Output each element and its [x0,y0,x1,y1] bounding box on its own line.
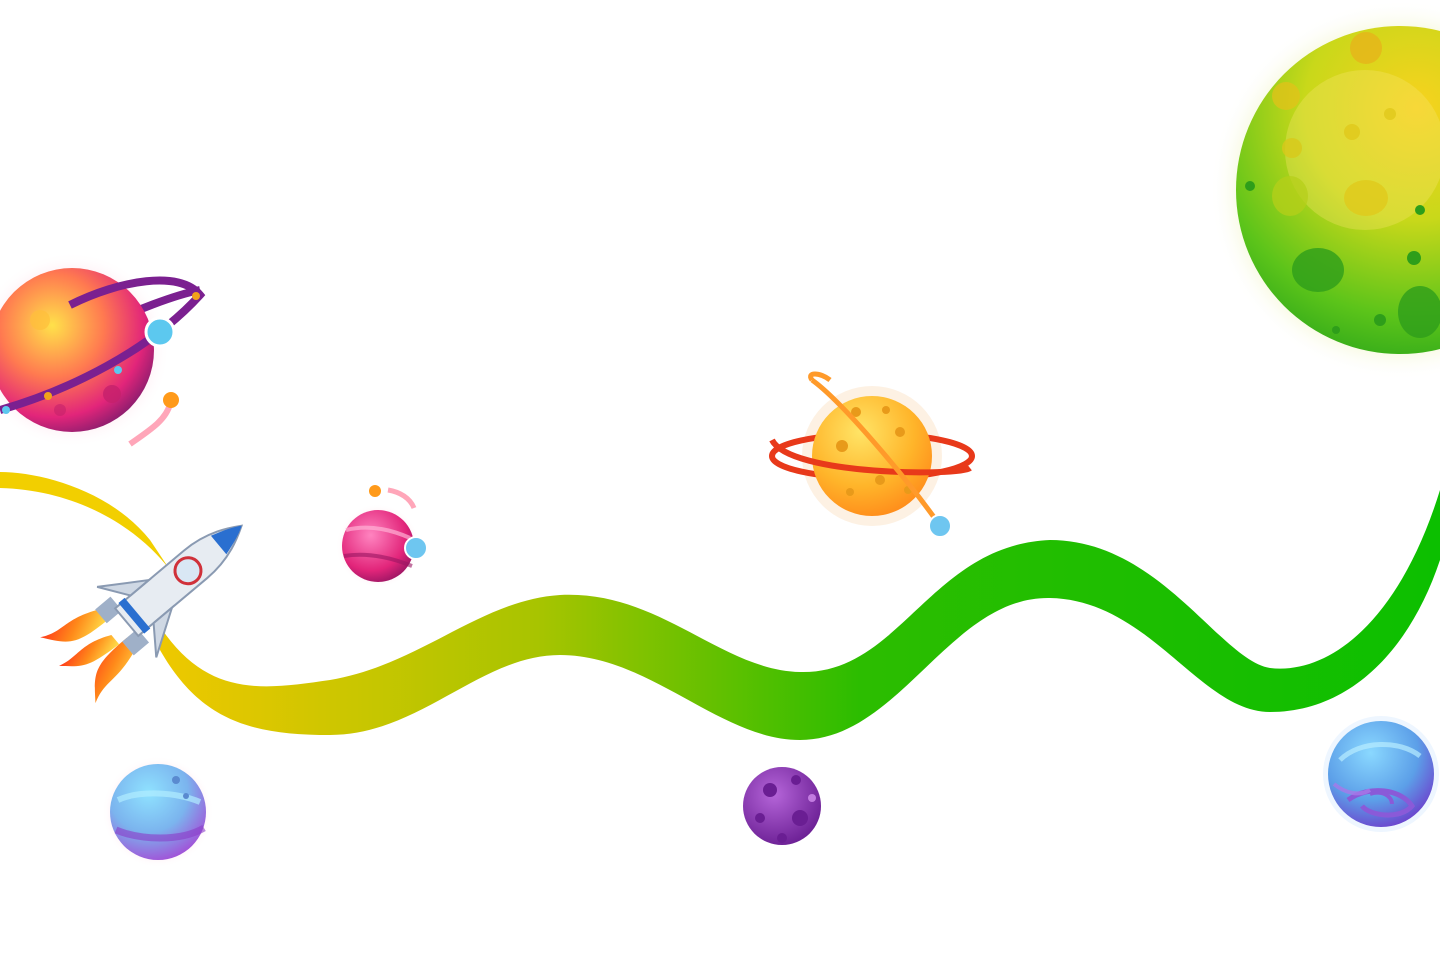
planet-icon[interactable] [336,485,428,588]
planet-icon[interactable] [102,756,214,868]
swirl-planet-icon[interactable] [1323,716,1439,832]
ringed-planet-icon[interactable] [0,252,206,448]
comet-icon [128,392,179,447]
asteroid-icon[interactable] [743,767,821,845]
rocket-trail [0,472,170,570]
rocket-icon[interactable] [36,490,271,708]
journey-path [150,490,1440,740]
ringed-planet-icon[interactable] [769,371,975,538]
cratered-moon-icon[interactable] [1210,0,1440,380]
